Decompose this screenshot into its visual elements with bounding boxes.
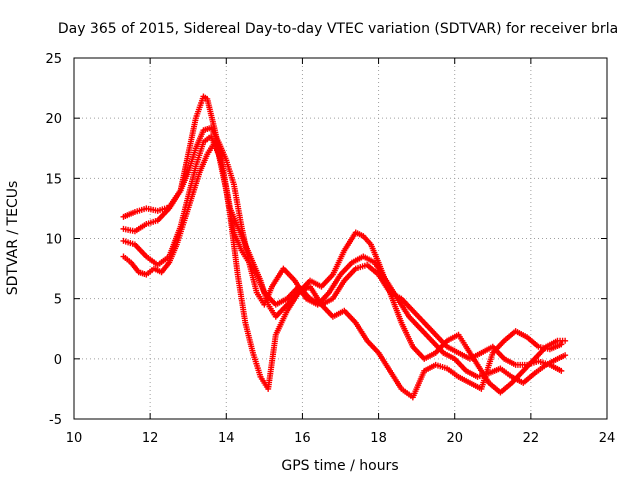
marks-layer — [120, 93, 569, 401]
data-point — [558, 367, 565, 374]
x-tick-label: 16 — [294, 431, 311, 446]
series-track-4 — [120, 139, 565, 401]
y-tick-label: 10 — [45, 233, 62, 248]
x-tick-label: 22 — [523, 431, 540, 446]
x-tick-label: 14 — [218, 431, 235, 446]
x-axis-label: GPS time / hours — [281, 458, 398, 474]
y-tick-label: 25 — [45, 52, 62, 67]
y-tick-label: 0 — [54, 353, 62, 368]
x-tick-label: 18 — [370, 431, 387, 446]
series-track-1 — [120, 93, 569, 396]
x-tick-label: 20 — [446, 431, 463, 446]
data-point — [562, 337, 569, 344]
y-tick-label: 20 — [45, 112, 62, 127]
y-tick-label: 15 — [45, 172, 62, 187]
chart-title: Day 365 of 2015, Sidereal Day-to-day VTE… — [58, 21, 618, 37]
data-point — [558, 341, 565, 348]
tick-layer: 10 12 14 16 18 20 22 24 -5 0 5 10 15 20 25 — [45, 52, 615, 446]
grid-layer — [74, 58, 607, 419]
x-tick-label: 10 — [66, 431, 83, 446]
y-tick-label: -5 — [49, 413, 62, 428]
data-point — [562, 352, 569, 359]
y-tick-label: 5 — [54, 293, 62, 308]
x-tick-label: 24 — [599, 431, 616, 446]
x-tick-label: 12 — [142, 431, 159, 446]
y-axis-label: SDTVAR / TECUs — [5, 181, 21, 296]
